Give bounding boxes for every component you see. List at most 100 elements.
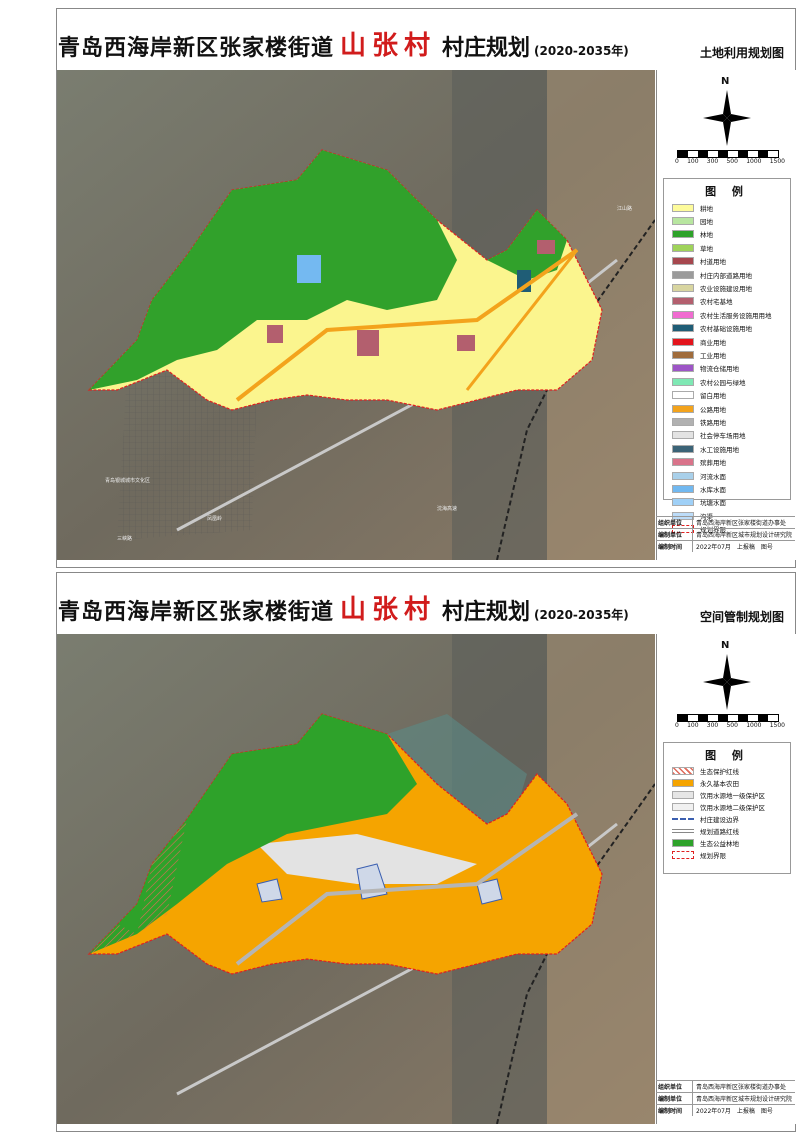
legend-item: 河流水面: [664, 469, 790, 482]
forest-area: [89, 150, 457, 390]
info-key: 编制时间: [656, 1105, 693, 1116]
legend-label: 村道用地: [700, 258, 726, 267]
legend-label: 饮用水源地二级保护区: [700, 804, 765, 812]
compass-icon: [703, 90, 751, 146]
info-value: 青岛西海岸新区张家楼街道办事处: [696, 520, 787, 527]
road-land-2: [465, 249, 579, 391]
legend-label: 生态公益林地: [700, 840, 739, 848]
info-table: 组织单位 青岛西海岸新区张家楼街道办事处 编制单位 青岛西海岸新区城市规划设计研究院…: [656, 1080, 795, 1116]
scale-label: 300: [706, 158, 719, 165]
legend-item: 永久基本农田: [664, 777, 790, 789]
info-row: 组织单位 青岛西海岸新区张家楼街道办事处: [656, 516, 795, 528]
title-village: 山张村: [340, 31, 437, 61]
date-value: 2022年07月: [696, 1108, 731, 1115]
legend: 图 例 耕地 园地 林地 草地 村道用地 村庄内部道路用地 农业设施建设用地 农村宅基地 农村生…: [663, 178, 791, 534]
legend-swatch: [672, 829, 694, 833]
scale-label: 500: [726, 722, 738, 729]
legend-swatch: [672, 284, 694, 293]
legend-label: 公路用地: [700, 405, 726, 414]
legend-item: 园地: [664, 214, 790, 227]
legend-label: 社会停车场用地: [700, 432, 746, 441]
legend-label: 生态保护红线: [700, 768, 739, 776]
legend-item: 公路用地: [664, 402, 790, 415]
legend-item: 坑塘水面: [664, 496, 790, 509]
urban-grid-area: [117, 370, 257, 540]
legend-swatch: [672, 417, 694, 426]
ecological-redline-2: [89, 924, 137, 954]
ecological-redline: [137, 819, 187, 934]
map-view[interactable]: 青岛银城城市文化区 凤凰岭 三峡路 江山路 沈海高速: [57, 70, 655, 560]
scale-label: 1000: [746, 722, 762, 729]
road-land: [235, 248, 579, 402]
village-boundary-2: [476, 878, 503, 905]
legend-swatch: [672, 230, 694, 239]
legend-item: 农村宅基地: [664, 295, 790, 308]
side-panel: N 0 100 300 500 1000 1500 图 例 耕地 园地 林地 草地 村道…: [656, 70, 796, 560]
legend-swatch: [672, 511, 694, 520]
scale-label: 0: [675, 722, 679, 729]
legend-swatch: [672, 779, 694, 787]
legend-swatch: [672, 324, 694, 333]
legend-item: 耕地: [664, 201, 790, 214]
info-key: 组织单位: [656, 517, 693, 528]
legend-swatch: [672, 839, 694, 847]
legend-item: 水库水面: [664, 482, 790, 495]
legend-swatch: [672, 525, 694, 534]
legend-item: 饮用水源地二级保护区: [664, 801, 790, 813]
info-key: 编制单位: [656, 1093, 693, 1104]
legend-item: 饮用水源地一级保护区: [664, 789, 790, 801]
stage-value: 上报稿: [736, 1108, 755, 1115]
legend-item: 留白用地: [664, 388, 790, 401]
north-label: N: [721, 640, 730, 651]
legend-label: 草地: [700, 244, 713, 253]
map-label: 江山路: [617, 205, 632, 212]
legend-item: 规划道路红线: [664, 825, 790, 837]
legend-swatch: [672, 791, 694, 799]
legend-label: 园地: [700, 218, 713, 227]
map-view[interactable]: [57, 634, 655, 1124]
title-years: (2020-2035年): [534, 44, 629, 58]
north-arrow: N: [697, 640, 757, 710]
legend-label: 水库水面: [700, 485, 726, 494]
legend-swatch: [672, 471, 694, 480]
legend-item: 村道用地: [664, 255, 790, 268]
legend-label: 林地: [700, 231, 713, 240]
legend-list: 耕地 园地 林地 草地 村道用地 村庄内部道路用地 农业设施建设用地 农村宅基地 农村生活服务设…: [664, 201, 790, 536]
scale-label: 100: [687, 158, 699, 165]
title-village: 山张村: [340, 595, 437, 625]
legend-label: 村庄建设边界: [700, 816, 739, 824]
legend-item: 草地: [664, 241, 790, 254]
legend-swatch: [672, 431, 694, 440]
legend-label: 农村基础设施用地: [700, 325, 752, 334]
legend-item: 物流仓储用地: [664, 362, 790, 375]
legend-label: 铁路用地: [700, 418, 726, 427]
info-table: 组织单位 青岛西海岸新区张家楼街道办事处 编制单位 青岛西海岸新区城市规划设计研究院…: [656, 516, 795, 552]
railway-line: [496, 219, 655, 560]
legend-swatch: [672, 767, 694, 775]
legend-label: 农村宅基地: [700, 298, 733, 307]
figure-number: 图号: [760, 544, 773, 551]
legend-item: 村庄建设边界: [664, 813, 790, 825]
scale-label: 0: [675, 158, 679, 165]
legend-swatch: [672, 203, 694, 212]
info-row: 编制单位 青岛西海岸新区城市规划设计研究院: [656, 1092, 795, 1104]
info-key: 组织单位: [656, 1081, 693, 1092]
legend-swatch: [672, 270, 694, 279]
legend-swatch: [672, 851, 694, 859]
compass-icon: [703, 654, 751, 710]
space-control-sheet: 青岛西海岸新区张家楼街道 山张村 村庄规划 (2020-2035年) 空间管制规…: [0, 572, 796, 1132]
legend-title: 图 例: [705, 749, 749, 762]
legend-item: 商业用地: [664, 335, 790, 348]
legend: 图 例 生态保护红线 永久基本农田 饮用水源地一级保护区饮用水源地二级保护区 村庄建设…: [663, 742, 791, 874]
info-value: 青岛西海岸新区城市规划设计研究院: [696, 1096, 793, 1103]
legend-swatch: [672, 391, 694, 400]
legend-swatch: [672, 484, 694, 493]
legend-item: 生态保护红线: [664, 765, 790, 777]
info-row: 编制单位 青岛西海岸新区城市规划设计研究院: [656, 528, 795, 540]
legend-item: 林地: [664, 228, 790, 241]
legend-swatch: [672, 404, 694, 413]
legend-label: 殡葬用地: [700, 459, 726, 468]
legend-swatch: [672, 377, 694, 386]
scale-labels: 0 100 300 500 1000 1500: [675, 158, 785, 165]
legend-swatch: [672, 350, 694, 359]
